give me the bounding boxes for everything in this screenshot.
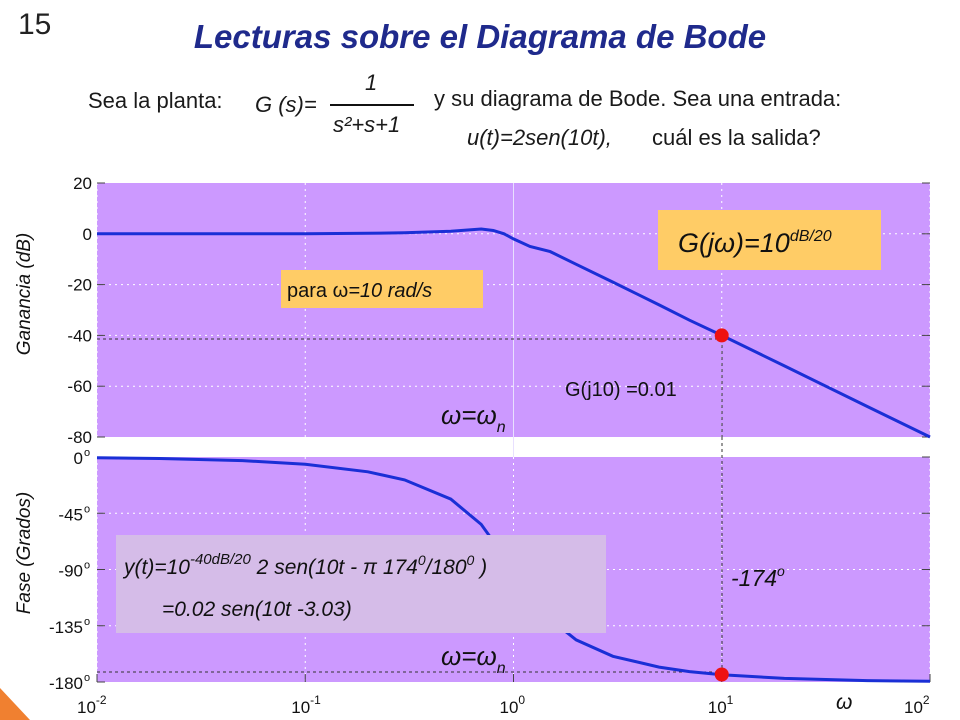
intro-right-line1: y su diagrama de Bode. Sea una entrada:: [434, 86, 842, 111]
magnitude-y-axis-label: Ganancia (dB): [14, 233, 35, 356]
magnitude-y-tick-label: -20: [67, 276, 92, 295]
output-formula-box: [116, 535, 606, 633]
x-tick-label: 101: [708, 693, 734, 717]
omega-n-label-magnitude: ω=ωn: [441, 400, 506, 436]
phase-y-tick-label: -135: [49, 618, 83, 637]
magnitude-y-tick-label: 20: [73, 174, 92, 193]
x-axis-label: ω: [836, 691, 852, 714]
magnitude-y-tick-label: 0: [83, 225, 92, 244]
magnitude-marker: [714, 328, 729, 343]
phase-y-ticks: 0 o-45 o-90 o-135 o-180 o: [49, 447, 930, 693]
phase-y-tick-degree: o: [84, 447, 90, 459]
gain-formula: G(jω)=10dB/20: [678, 228, 832, 258]
fraction-bar: [330, 104, 414, 106]
input-function: u(t)=2sen(10t),: [467, 125, 612, 150]
plant-numerator: 1: [365, 70, 378, 95]
x-tick-label: 100: [500, 693, 526, 717]
output-formula-line1: y(t)=10-40dB/20 2 sen(10t - π 1740/1800 …: [122, 551, 487, 579]
magnitude-y-tick-label: -40: [67, 326, 92, 345]
slide-number: 15: [18, 8, 52, 41]
phase-marker: [714, 667, 729, 682]
magnitude-y-tick-label: -80: [67, 428, 92, 447]
corner-decoration: [0, 688, 30, 720]
phase-y-tick-label: -180: [49, 674, 83, 693]
para-box: [281, 270, 483, 308]
magnitude-plot: 20 0 -20 -40 -60 -80 G(jω)=10dB/20 para ω=10 …: [14, 174, 931, 682]
phase-y-tick-label: -45: [58, 505, 83, 524]
x-tick-label: 10-2: [77, 693, 107, 717]
phase-y-axis-label: Fase (Grados): [14, 492, 35, 614]
intro-left-text: Sea la planta:: [88, 88, 223, 113]
para-label: para ω=10 rad/s: [287, 280, 432, 302]
phase-x-ticks: 10-2 10-1 100 101 102: [77, 674, 931, 717]
plant-lhs: G (s)=: [255, 92, 317, 117]
x-tick-label: 10-1: [291, 693, 321, 717]
omega-n-label-phase: ω=ωn: [441, 641, 506, 677]
phase-y-tick-degree: o: [84, 672, 90, 684]
intro-right-line2: cuál es la salida?: [652, 125, 821, 150]
g10-label: G(j10) =0.01: [565, 379, 677, 401]
phase-y-tick-label: 0: [74, 449, 83, 468]
phase-y-tick-degree: o: [84, 503, 90, 515]
phase-y-tick-degree: o: [84, 616, 90, 628]
slide-title: Lecturas sobre el Diagrama de Bode: [193, 18, 767, 55]
magnitude-y-tick-label: -60: [67, 377, 92, 396]
phase-y-tick-label: -90: [58, 562, 83, 581]
x-tick-label: 102: [904, 693, 930, 717]
gain-formula-box: [658, 210, 881, 270]
phase-y-tick-degree: o: [84, 560, 90, 572]
plant-denominator: s²+s+1: [333, 112, 401, 137]
phase-value-label: -174o: [731, 563, 785, 591]
magnitude-curve: [97, 227, 931, 439]
output-formula-line2: =0.02 sen(10t -3.03): [162, 598, 352, 621]
phase-plot: 0 o-45 o-90 o-135 o-180 o 10-2 10-1 100 101 102 y…: [14, 437, 931, 717]
magnitude-y-ticks: 20 0 -20 -40 -60 -80: [67, 174, 930, 447]
